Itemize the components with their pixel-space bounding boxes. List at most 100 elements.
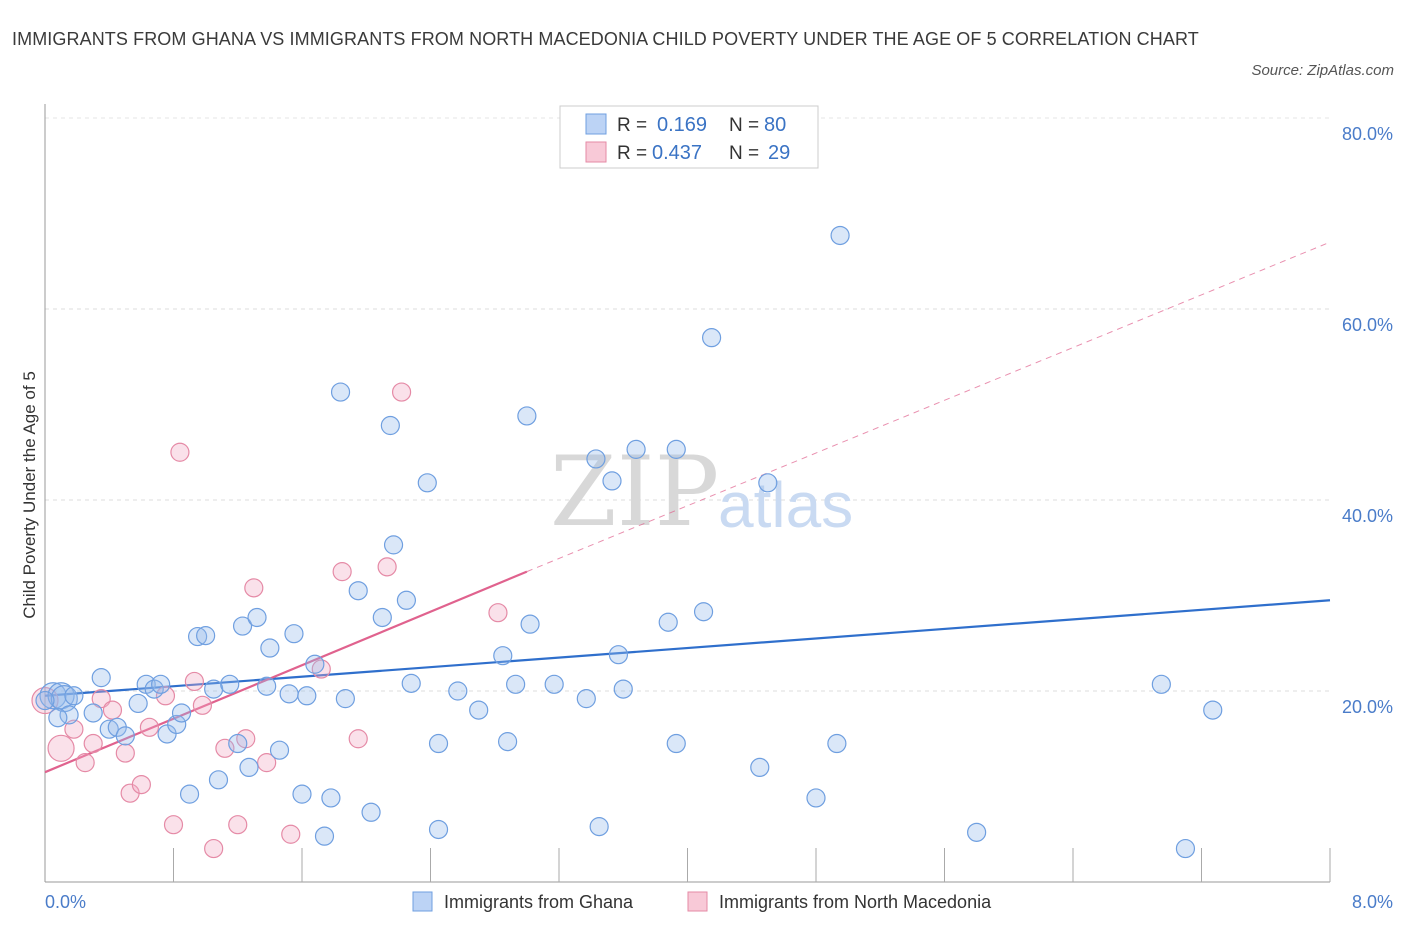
data-points [31, 225, 1223, 859]
point-ghana [658, 612, 678, 632]
point-ghana [297, 686, 317, 706]
point-macedonia [244, 578, 264, 598]
point-ghana [1175, 838, 1196, 859]
point-ghana [417, 473, 437, 493]
point-ghana [520, 614, 540, 634]
legend-n-label-ghana: N = [729, 115, 759, 136]
trend-lines [44, 241, 1331, 774]
point-ghana [269, 740, 290, 760]
watermark-atlas: atlas [718, 469, 853, 541]
point-ghana [380, 415, 400, 436]
point-ghana [91, 668, 111, 688]
y-tick-label: 20.0% [1342, 697, 1393, 717]
point-macedonia [348, 729, 368, 749]
x-tick-label: 8.0% [1352, 892, 1393, 912]
point-ghana [544, 674, 564, 694]
point-ghana [498, 732, 518, 752]
point-ghana [171, 703, 192, 723]
chart-title: IMMIGRANTS FROM GHANA VS IMMIGRANTS FROM… [12, 29, 1199, 49]
point-ghana [1203, 700, 1223, 720]
point-ghana [827, 733, 847, 754]
point-macedonia [83, 733, 103, 754]
point-macedonia [332, 562, 352, 582]
point-ghana [59, 705, 79, 725]
point-ghana [506, 674, 526, 694]
point-ghana [750, 757, 770, 778]
point-ghana [321, 788, 341, 808]
point-ghana [35, 690, 55, 711]
trend-line-macedonia-extension [526, 241, 1331, 573]
point-ghana [602, 471, 622, 491]
legend-swatch-macedonia [585, 141, 607, 163]
point-ghana [330, 382, 351, 402]
y-tick-label: 60.0% [1342, 315, 1393, 335]
legend-r-value-ghana: 0.169 [657, 114, 707, 136]
legend-swatch-ghana [585, 113, 607, 135]
point-macedonia [391, 382, 412, 402]
point-ghana [208, 770, 229, 790]
point-ghana [305, 654, 325, 674]
point-ghana [247, 607, 267, 628]
point-ghana [128, 693, 148, 714]
bottom-legend-swatch-macedonia [687, 891, 708, 912]
point-ghana [448, 681, 468, 701]
point-macedonia [102, 700, 123, 720]
point-ghana [830, 225, 850, 246]
point-ghana [806, 788, 826, 808]
bottom-legend-label-macedonia: Immigrants from North Macedonia [719, 892, 992, 912]
point-ghana [396, 590, 417, 610]
point-ghana [493, 646, 513, 666]
watermark: ZIP atlas [550, 436, 853, 548]
x-tick-label: 0.0% [45, 892, 86, 912]
grid [45, 117, 1330, 692]
point-ghana [196, 626, 216, 646]
point-ghana [626, 439, 646, 459]
point-ghana [428, 819, 449, 840]
point-macedonia [91, 689, 111, 709]
point-macedonia [215, 738, 235, 758]
correlation-legend: R = 0.169 N = 80 R = 0.437 N = 29 [559, 105, 819, 169]
legend-r-value-macedonia: 0.437 [652, 142, 702, 164]
point-ghana [260, 638, 280, 658]
point-macedonia [377, 557, 397, 577]
point-ghana [314, 826, 335, 846]
axes [44, 104, 1331, 883]
y-tick-label: 40.0% [1342, 506, 1393, 526]
point-macedonia [170, 442, 190, 462]
point-ghana [187, 626, 208, 647]
source-label: Source: ZipAtlas.com [1251, 62, 1394, 79]
point-ghana [115, 726, 135, 746]
point-ghana [589, 817, 609, 837]
point-ghana [83, 703, 103, 723]
point-ghana [701, 328, 722, 348]
legend-n-value-macedonia: 29 [768, 142, 790, 164]
point-macedonia [75, 753, 95, 773]
point-macedonia [64, 719, 84, 739]
point-ghana [517, 406, 537, 426]
point-macedonia [115, 743, 135, 763]
point-ghana [64, 686, 84, 706]
point-ghana [257, 676, 277, 696]
point-macedonia [192, 695, 213, 715]
point-ghana [335, 689, 355, 709]
point-ghana [383, 535, 404, 555]
point-macedonia [131, 774, 151, 795]
point-ghana [967, 822, 987, 842]
point-ghana [693, 602, 714, 622]
point-ghana [48, 708, 68, 728]
point-macedonia [155, 686, 176, 706]
bottom-legend-swatch-ghana [412, 891, 433, 912]
point-macedonia [257, 753, 277, 773]
point-ghana [608, 645, 629, 665]
point-ghana [666, 439, 686, 459]
point-ghana [99, 719, 119, 739]
point-macedonia [47, 734, 75, 762]
y-tick-labels: 20.0% 40.0% 60.0% 80.0% [1342, 124, 1393, 717]
point-ghana [428, 733, 449, 754]
point-ghana [1151, 674, 1171, 694]
point-ghana [576, 689, 596, 709]
point-ghana [292, 784, 312, 804]
legend-n-value-ghana: 80 [764, 114, 786, 136]
point-ghana [279, 684, 299, 704]
